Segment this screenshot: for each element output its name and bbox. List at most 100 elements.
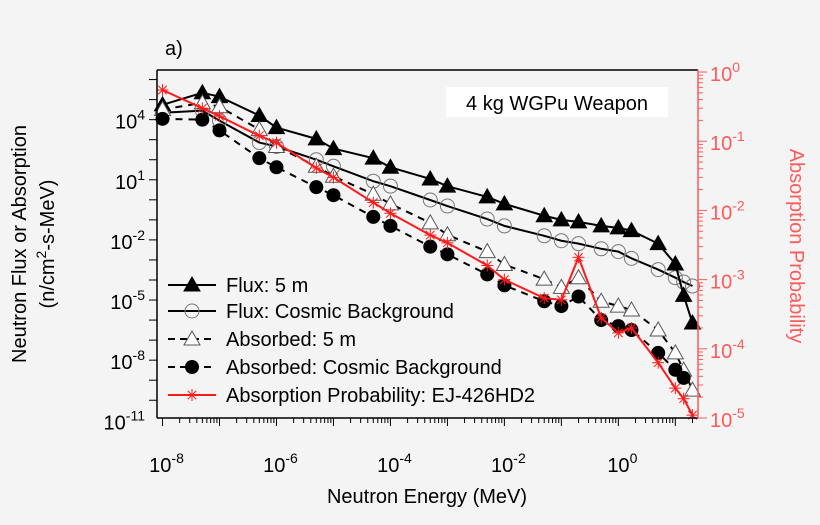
data-point-triangle	[622, 300, 641, 317]
x-axis-label: Neutron Energy (MeV)	[327, 486, 527, 508]
y-tick-label: 104	[115, 107, 145, 134]
data-point-circle	[496, 218, 512, 234]
asterisk-stroke	[254, 131, 264, 141]
data-point-triangle	[267, 118, 286, 135]
data-point-triangle	[609, 297, 628, 313]
x-tick-label: 100	[607, 450, 637, 477]
data-point-circle	[269, 160, 284, 175]
y2-tick-label: 10-3	[710, 267, 745, 294]
legend-label: Flux: Cosmic Background	[226, 301, 454, 323]
asterisk-stroke	[482, 260, 492, 271]
asterisk-stroke	[311, 163, 321, 173]
asterisk-stroke	[573, 252, 584, 262]
legend-label: Absorbed: 5 m	[226, 329, 356, 351]
data-point-circle	[326, 188, 341, 203]
data-point-triangle	[381, 158, 400, 174]
data-point-circle	[439, 198, 455, 214]
data-point-circle	[593, 241, 609, 257]
legend-item: Flux: 5 m	[168, 275, 308, 297]
x-tick-label: 10-6	[263, 450, 298, 477]
data-point-asterisk	[384, 207, 397, 220]
data-point-circle	[366, 209, 381, 224]
data-point-asterisk	[327, 171, 340, 184]
data-point-circle	[667, 270, 683, 286]
asterisk-stroke	[214, 111, 225, 121]
data-point-asterisk	[186, 389, 198, 401]
data-point-circle	[623, 250, 639, 266]
asterisk-stroke	[385, 208, 396, 218]
x-tick-label: 10-2	[491, 450, 526, 477]
data-point-circle	[184, 303, 200, 319]
annotation: 4 kg WGPu Weapon	[466, 93, 648, 115]
y-tick-label: 10-11	[104, 407, 146, 434]
data-point-triangle	[535, 270, 554, 286]
data-point-circle	[571, 236, 587, 252]
data-point-circle	[440, 247, 455, 262]
data-point-asterisk	[677, 392, 690, 405]
asterisk-stroke	[197, 103, 207, 113]
data-point-circle	[423, 239, 438, 254]
y-axis-label: Neutron Flux or Absorption	[9, 125, 31, 363]
data-point-circle	[553, 233, 569, 249]
data-point-triangle	[683, 381, 702, 397]
data-point-circle	[382, 178, 398, 194]
legend-label: Flux: 5 m	[226, 275, 308, 297]
data-point-triangle	[478, 187, 497, 204]
y-tick-label: 101	[115, 167, 145, 194]
data-point-triangle	[666, 254, 685, 271]
data-point-circle	[676, 370, 691, 385]
data-point-triangle	[364, 149, 383, 165]
panel-label: a)	[165, 38, 183, 60]
data-point-asterisk	[481, 259, 494, 272]
asterisk-stroke	[442, 238, 453, 248]
data-point-triangle	[674, 286, 693, 302]
data-point-asterisk	[555, 293, 568, 306]
data-point-circle	[554, 299, 569, 314]
data-point-asterisk	[253, 129, 266, 142]
data-point-triangle	[495, 194, 514, 211]
data-point-asterisk	[572, 251, 585, 264]
data-point-triangle	[649, 320, 668, 337]
data-point-circle	[309, 180, 324, 195]
data-point-triangle	[683, 314, 702, 330]
asterisk-stroke	[187, 390, 197, 400]
y2-tick-label: 10-1	[710, 128, 745, 155]
legend-item: Absorption Probability: EJ-426HD2	[168, 385, 535, 407]
annotation-box	[446, 87, 668, 117]
data-point-triangle	[421, 169, 440, 186]
data-point-triangle	[649, 234, 668, 251]
data-point-asterisk	[213, 110, 226, 123]
data-point-circle	[212, 123, 227, 138]
series-absorption-probability-ej-426hd2	[156, 83, 699, 422]
asterisk-stroke	[679, 394, 689, 404]
data-point-triangle	[421, 213, 440, 230]
data-point-circle	[480, 267, 495, 282]
data-point-circle	[195, 112, 210, 127]
data-point-circle	[252, 151, 267, 166]
data-point-circle	[185, 360, 199, 374]
data-point-circle	[383, 218, 398, 233]
asterisk-stroke	[157, 85, 168, 95]
data-point-asterisk	[538, 292, 551, 305]
data-point-triangle	[478, 242, 497, 259]
y-tick-label: 10-8	[110, 347, 145, 374]
series-line	[162, 109, 693, 287]
asterisk-stroke	[596, 313, 606, 323]
y2-tick-label: 10-2	[710, 197, 745, 224]
data-point-asterisk	[612, 326, 625, 339]
asterisk-stroke	[425, 230, 435, 240]
data-point-circle	[571, 289, 586, 304]
x-tick-label: 10-4	[377, 450, 412, 477]
data-point-asterisk	[625, 321, 638, 334]
data-point-asterisk	[156, 83, 169, 96]
data-point-triangle	[324, 139, 343, 156]
data-point-circle	[650, 262, 666, 278]
data-point-circle	[610, 244, 626, 260]
series-flux-5-m	[153, 83, 702, 330]
asterisk-stroke	[556, 295, 566, 305]
data-point-asterisk	[367, 196, 380, 209]
data-point-asterisk	[498, 273, 511, 286]
asterisk-stroke	[670, 383, 680, 393]
data-point-circle	[651, 345, 666, 360]
